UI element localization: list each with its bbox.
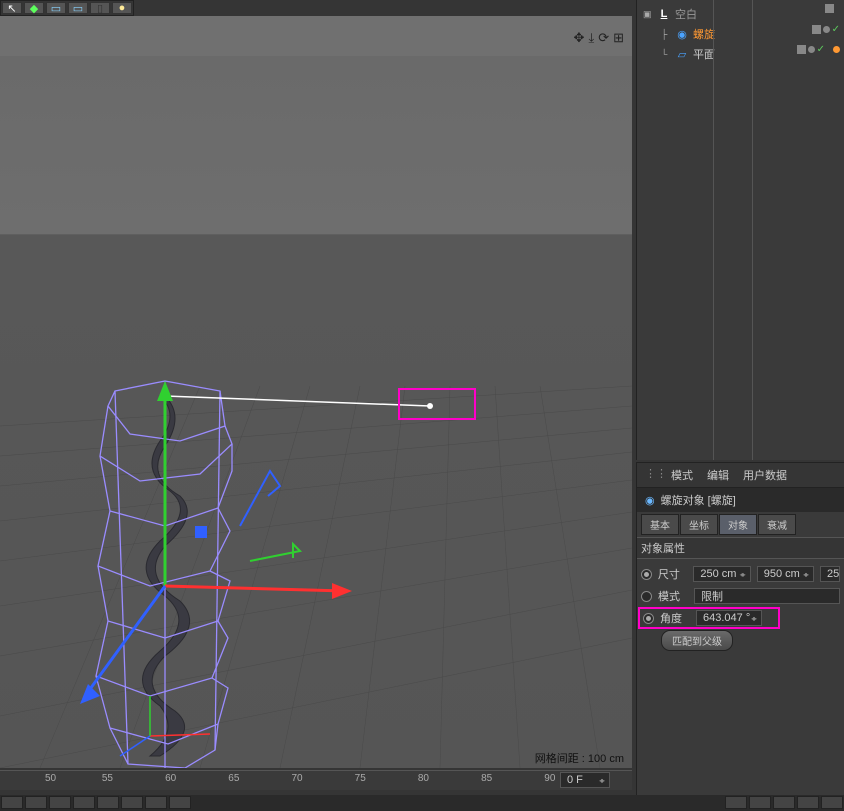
- play-back-button[interactable]: [73, 796, 95, 809]
- fit-to-parent-button[interactable]: 匹配到父级: [661, 630, 733, 651]
- anim-radio[interactable]: [641, 569, 652, 580]
- orbit-icon[interactable]: ⟳: [598, 30, 609, 46]
- tool-camera[interactable]: ▯: [90, 2, 110, 14]
- tick: 70: [291, 773, 302, 784]
- menu-mode[interactable]: 模式: [671, 467, 693, 483]
- null-icon: L: [657, 7, 671, 21]
- tick: 50: [45, 773, 56, 784]
- goto-start-button[interactable]: [1, 796, 23, 809]
- play-button[interactable]: [97, 796, 119, 809]
- tag-icon[interactable]: [833, 46, 840, 53]
- anim-radio[interactable]: [641, 591, 652, 602]
- deformer-icon: ◉: [675, 27, 689, 41]
- key-pos-button[interactable]: [773, 796, 795, 809]
- attr-title-bar: ◉ 螺旋对象 [螺旋]: [637, 488, 844, 512]
- key-rot-button[interactable]: [797, 796, 819, 809]
- attr-title: 螺旋对象 [螺旋]: [661, 492, 736, 508]
- top-toolbar: ↖ ◆ ▭ ▭ ▯ ●: [0, 0, 134, 16]
- object-name[interactable]: 空白: [675, 6, 697, 22]
- angle-field[interactable]: 643.047 °◂▸: [696, 610, 762, 626]
- tab-basic[interactable]: 基本: [641, 514, 679, 535]
- plane-icon: ▱: [675, 47, 689, 61]
- tick: 85: [481, 773, 492, 784]
- tab-object[interactable]: 对象: [719, 514, 757, 535]
- label-angle: 角度: [660, 610, 690, 626]
- object-name[interactable]: 平面: [693, 46, 715, 62]
- vis-toggle[interactable]: [825, 4, 834, 13]
- tick: 75: [355, 773, 366, 784]
- branch-icon: ├: [661, 29, 671, 39]
- tool-light[interactable]: ●: [112, 2, 132, 14]
- playback-bar: [0, 795, 844, 811]
- tool-rect2[interactable]: ▭: [68, 2, 88, 14]
- size-z-field[interactable]: 25: [820, 566, 840, 582]
- mode-dropdown[interactable]: 限制: [694, 588, 840, 604]
- object-name[interactable]: 螺旋: [693, 26, 715, 42]
- attr-section-header: 对象属性: [637, 537, 844, 559]
- anim-radio[interactable]: [643, 613, 654, 624]
- autokey-button[interactable]: [749, 796, 771, 809]
- attr-row-mode: 模式 限制: [641, 585, 840, 607]
- tool-prim[interactable]: ◆: [24, 2, 44, 14]
- viewport-nav-icons: ✥ ⤓ ⟳ ⊞: [574, 30, 624, 46]
- prev-key-button[interactable]: [25, 796, 47, 809]
- tick: 60: [165, 773, 176, 784]
- tick: 80: [418, 773, 429, 784]
- current-frame-field[interactable]: 0 F◂▸: [560, 772, 610, 788]
- object-manager: ▣ L 空白 ├ ◉ 螺旋 ✓ └ ▱ 平面 ✓: [636, 0, 844, 460]
- attr-menu: ⋮⋮ 模式 编辑 用户数据: [637, 463, 844, 488]
- viewport-render-area[interactable]: 网格间距 : 100 cm: [0, 56, 632, 768]
- deformer-icon: ◉: [645, 494, 655, 507]
- attr-row-angle: 角度 643.047 °◂▸: [638, 607, 780, 629]
- goto-end-button[interactable]: [169, 796, 191, 809]
- dot-icon[interactable]: [823, 26, 830, 33]
- highlight-handle: [398, 388, 476, 420]
- viewport-svg: [0, 56, 632, 768]
- attr-rows: 尺寸 250 cm◂▸ 950 cm◂▸ 25 模式 限制 角度 643.047…: [637, 559, 844, 655]
- vis-toggle[interactable]: [812, 25, 821, 34]
- tick: 90: [544, 773, 555, 784]
- tool-rect[interactable]: ▭: [46, 2, 66, 14]
- viewport-grid-info: 网格间距 : 100 cm: [535, 750, 624, 766]
- dolly-icon[interactable]: ⤓: [588, 30, 594, 46]
- branch-icon: └: [661, 49, 671, 59]
- timeline[interactable]: 50 55 60 65 70 75 80 85 90: [0, 770, 632, 790]
- tool-select[interactable]: ↖: [2, 2, 22, 14]
- timeline-ticks: 50 55 60 65 70 75 80 85 90: [0, 771, 632, 790]
- menu-edit[interactable]: 编辑: [707, 467, 729, 483]
- size-y-field[interactable]: 950 cm◂▸: [757, 566, 814, 582]
- check-icon[interactable]: ✓: [832, 24, 840, 35]
- timeline-frame-box: 0 F◂▸: [560, 770, 610, 790]
- size-x-field[interactable]: 250 cm◂▸: [693, 566, 750, 582]
- tick: 55: [102, 773, 113, 784]
- tab-coord[interactable]: 坐标: [680, 514, 718, 535]
- viewport-3d[interactable]: ✥ ⤓ ⟳ ⊞: [0, 16, 632, 768]
- record-button[interactable]: [725, 796, 747, 809]
- layout-icon[interactable]: ⊞: [613, 30, 624, 46]
- label-size: 尺寸: [658, 566, 688, 582]
- attribute-manager: ⋮⋮ 模式 编辑 用户数据 ◉ 螺旋对象 [螺旋] 基本 坐标 对象 衰减 对象…: [636, 462, 844, 811]
- object-columns-divider: [713, 0, 753, 460]
- pan-icon[interactable]: ✥: [574, 30, 585, 46]
- grid-icon[interactable]: ⋮⋮: [645, 467, 657, 483]
- attr-row-button: 匹配到父级: [641, 629, 840, 651]
- dot-icon[interactable]: [808, 46, 815, 53]
- vis-toggle[interactable]: [797, 45, 806, 54]
- check-icon[interactable]: ✓: [817, 44, 825, 55]
- attr-tabs: 基本 坐标 对象 衰减: [637, 512, 844, 537]
- tick: 65: [228, 773, 239, 784]
- menu-userdata[interactable]: 用户数据: [743, 467, 787, 483]
- next-key-button[interactable]: [145, 796, 167, 809]
- next-frame-button[interactable]: [121, 796, 143, 809]
- prev-frame-button[interactable]: [49, 796, 71, 809]
- key-scale-button[interactable]: [821, 796, 843, 809]
- attr-row-size: 尺寸 250 cm◂▸ 950 cm◂▸ 25: [641, 563, 840, 585]
- tab-falloff[interactable]: 衰减: [758, 514, 796, 535]
- label-mode: 模式: [658, 588, 688, 604]
- expand-icon[interactable]: ▣: [643, 9, 653, 20]
